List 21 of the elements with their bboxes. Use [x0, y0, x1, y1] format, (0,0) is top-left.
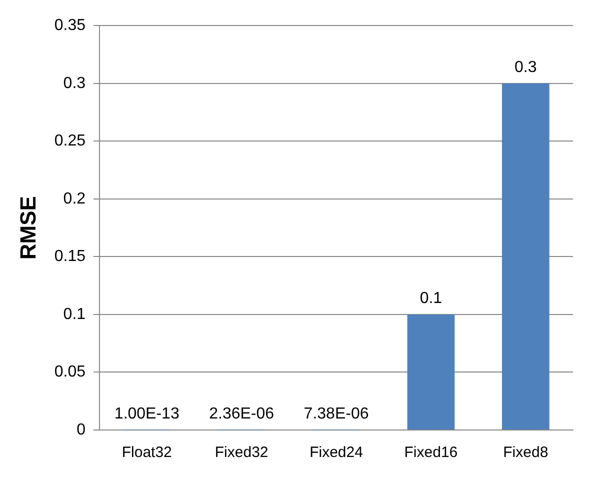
y-tick-label: 0.35	[54, 17, 86, 34]
y-tick-label: 0	[76, 421, 86, 438]
y-tick-label: 0.1	[63, 306, 86, 323]
bar	[502, 83, 550, 430]
data-label: 0.3	[514, 58, 537, 76]
bar	[407, 314, 455, 430]
data-label: 1.00E-13	[114, 405, 180, 422]
y-tick-label: 0.05	[54, 364, 86, 381]
x-tick-label: Fixed24	[310, 444, 363, 462]
y-axis-title: RMSE	[15, 196, 40, 260]
x-tick-label: Float32	[122, 444, 172, 462]
y-tick-label: 0.25	[54, 132, 86, 150]
x-tick-label: Fixed8	[503, 444, 548, 462]
x-tick-label: Fixed32	[214, 444, 268, 462]
data-label: 0.1	[420, 290, 442, 307]
x-tick-label: Fixed16	[404, 444, 458, 462]
y-tick-label: 0.2	[63, 190, 86, 208]
data-label: 2.36E-06	[209, 405, 274, 422]
data-label: 7.38E-06	[304, 405, 369, 422]
y-tick-label: 0.3	[63, 74, 86, 92]
y-tick-label: 0.15	[54, 248, 86, 266]
